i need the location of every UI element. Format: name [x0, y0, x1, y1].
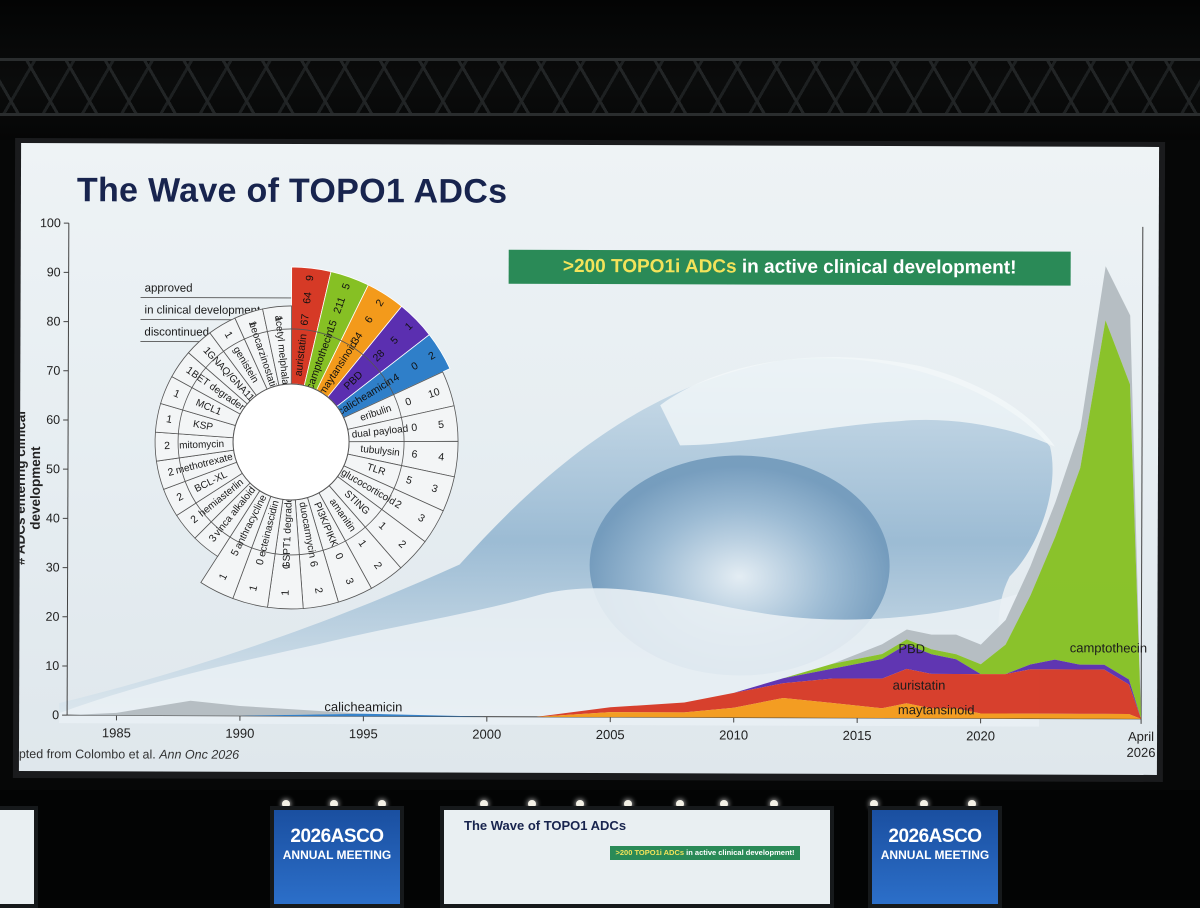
mini-callout-text: in active clinical development! — [684, 848, 794, 857]
asco-monitor-right: 2026ASCO ANNUAL MEETING — [868, 806, 1002, 908]
wedge-discontinued-auristatin: 67 — [299, 313, 312, 326]
credit-text: dapted from Colombo et al. — [19, 747, 159, 762]
asco-monitor-left: 2026ASCO ANNUAL MEETING — [270, 806, 404, 908]
wedge-clinical-auristatin: 64 — [301, 291, 314, 304]
callout-highlight: >200 TOPO1i ADCs — [563, 256, 737, 278]
callout-banner: >200 TOPO1i ADCs in active clinical deve… — [509, 250, 1071, 286]
mini-slide-title: The Wave of TOPO1 ADCs — [464, 818, 626, 833]
asco-brand: 2026ASCO — [274, 826, 400, 848]
credit-journal: Ann Onc 2026 — [159, 748, 239, 762]
callout-text: in active clinical development! — [737, 257, 1017, 279]
wheel-hub — [233, 384, 349, 500]
asco-meeting: ANNUAL MEETING — [274, 848, 400, 862]
mini-callout: >200 TOPO1i ADCs in active clinical deve… — [610, 846, 800, 860]
mini-slide-monitor: The Wave of TOPO1 ADCs >200 TOPO1i ADCs … — [440, 806, 834, 908]
row-label-line — [141, 297, 292, 298]
minor-label: mitomycin — [179, 439, 224, 452]
row-label-0: approved — [145, 282, 193, 294]
mini-callout-highlight: >200 TOPO1i ADCs — [615, 848, 684, 857]
minor-inner-count: 1 — [280, 563, 292, 569]
lighting-truss — [0, 58, 1200, 116]
source-credit: dapted from Colombo et al. Ann Onc 2026 — [19, 747, 239, 762]
side-monitor-left — [0, 806, 38, 908]
y-axis-label: # ADCs entering clinical development — [19, 388, 43, 588]
asco-meeting: ANNUAL MEETING — [872, 848, 998, 862]
asco-brand: 2026ASCO — [872, 826, 998, 848]
minor-outer-count: 1 — [280, 590, 292, 596]
minor-inner-count: 2 — [164, 440, 170, 452]
row-label-2: discontinued — [144, 326, 209, 338]
slide-title: The Wave of TOPO1 ADCs — [77, 171, 508, 212]
